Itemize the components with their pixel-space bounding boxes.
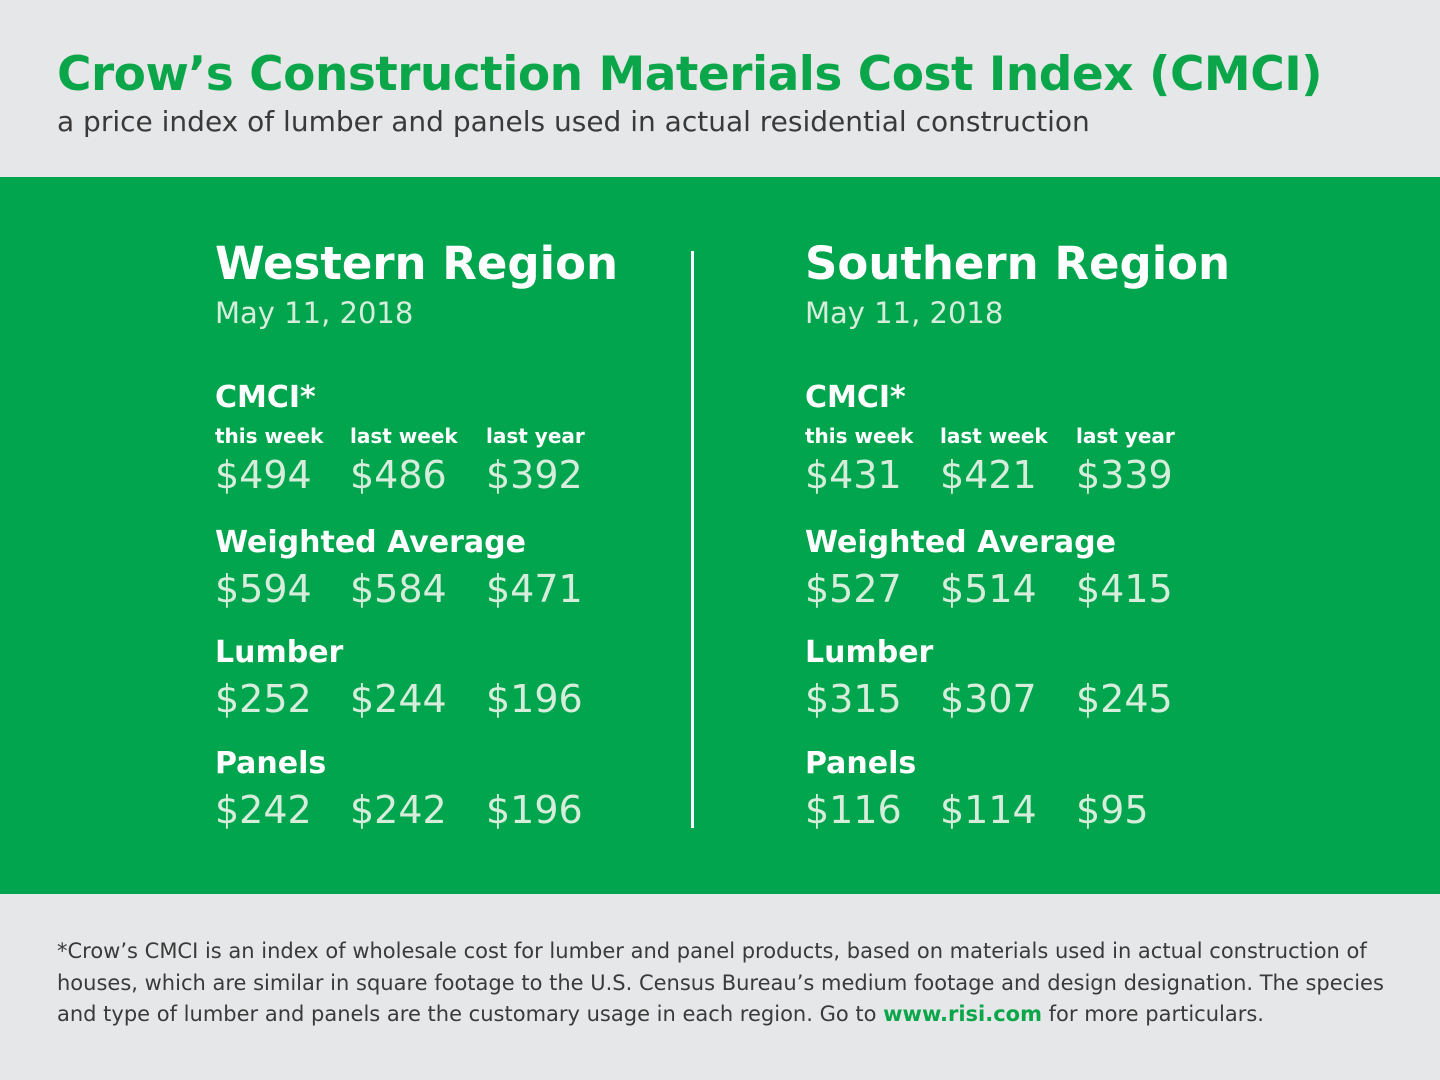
page-title: Crow’s Construction Materials Cost Index… bbox=[57, 47, 1323, 102]
footnote: *Crow’s CMCI is an index of wholesale co… bbox=[57, 936, 1397, 1031]
section-label-cmci: CMCI* bbox=[215, 380, 316, 415]
lumber-last-week-value: $244 bbox=[350, 677, 447, 721]
region-date: May 11, 2018 bbox=[805, 296, 1004, 330]
southern-region: Southern Region May 11, 2018 CMCI* this … bbox=[805, 177, 1230, 894]
risi-link[interactable]: www.risi.com bbox=[883, 1002, 1042, 1026]
weighted-average-last-week-value: $584 bbox=[350, 567, 447, 611]
panels-this-week-value: $116 bbox=[805, 788, 902, 832]
section-label-panels: Panels bbox=[805, 746, 917, 781]
section-label-weighted-average: Weighted Average bbox=[215, 525, 527, 560]
section-label-lumber: Lumber bbox=[805, 635, 934, 670]
section-label-panels: Panels bbox=[215, 746, 327, 781]
weighted-average-last-week-value: $514 bbox=[940, 567, 1037, 611]
cmci-last-year-value: $339 bbox=[1076, 453, 1173, 497]
column-label-last-week: last week bbox=[350, 424, 458, 448]
column-label-last-week: last week bbox=[940, 424, 1048, 448]
cmci-last-year-value: $392 bbox=[486, 453, 583, 497]
region-date: May 11, 2018 bbox=[215, 296, 414, 330]
header: Crow’s Construction Materials Cost Index… bbox=[0, 0, 1440, 177]
column-label-this-week: this week bbox=[215, 424, 324, 448]
panels-last-week-value: $242 bbox=[350, 788, 447, 832]
cmci-last-week-value: $421 bbox=[940, 453, 1037, 497]
footnote-text-end: for more particulars. bbox=[1041, 1002, 1264, 1026]
weighted-average-this-week-value: $594 bbox=[215, 567, 312, 611]
cmci-this-week-value: $494 bbox=[215, 453, 312, 497]
cmci-this-week-value: $431 bbox=[805, 453, 902, 497]
column-label-last-year: last year bbox=[486, 424, 585, 448]
panels-last-week-value: $114 bbox=[940, 788, 1037, 832]
lumber-this-week-value: $315 bbox=[805, 677, 902, 721]
panels-this-week-value: $242 bbox=[215, 788, 312, 832]
region-divider bbox=[691, 251, 694, 828]
column-label-this-week: this week bbox=[805, 424, 914, 448]
panels-last-year-value: $196 bbox=[486, 788, 583, 832]
lumber-last-year-value: $245 bbox=[1076, 677, 1173, 721]
region-name: Western Region bbox=[215, 237, 619, 290]
region-name: Southern Region bbox=[805, 237, 1231, 290]
western-region: Western Region May 11, 2018 CMCI* this w… bbox=[215, 177, 635, 894]
weighted-average-last-year-value: $471 bbox=[486, 567, 583, 611]
section-label-weighted-average: Weighted Average bbox=[805, 525, 1117, 560]
weighted-average-this-week-value: $527 bbox=[805, 567, 902, 611]
regions-panel: Western Region May 11, 2018 CMCI* this w… bbox=[0, 177, 1440, 894]
lumber-last-year-value: $196 bbox=[486, 677, 583, 721]
column-label-last-year: last year bbox=[1076, 424, 1175, 448]
lumber-last-week-value: $307 bbox=[940, 677, 1037, 721]
section-label-cmci: CMCI* bbox=[805, 380, 906, 415]
panels-last-year-value: $95 bbox=[1076, 788, 1149, 832]
lumber-this-week-value: $252 bbox=[215, 677, 312, 721]
page-subtitle: a price index of lumber and panels used … bbox=[57, 105, 1090, 138]
section-label-lumber: Lumber bbox=[215, 635, 344, 670]
cmci-last-week-value: $486 bbox=[350, 453, 447, 497]
footnote-text: *Crow’s CMCI is an index of wholesale co… bbox=[57, 939, 1384, 1026]
weighted-average-last-year-value: $415 bbox=[1076, 567, 1173, 611]
